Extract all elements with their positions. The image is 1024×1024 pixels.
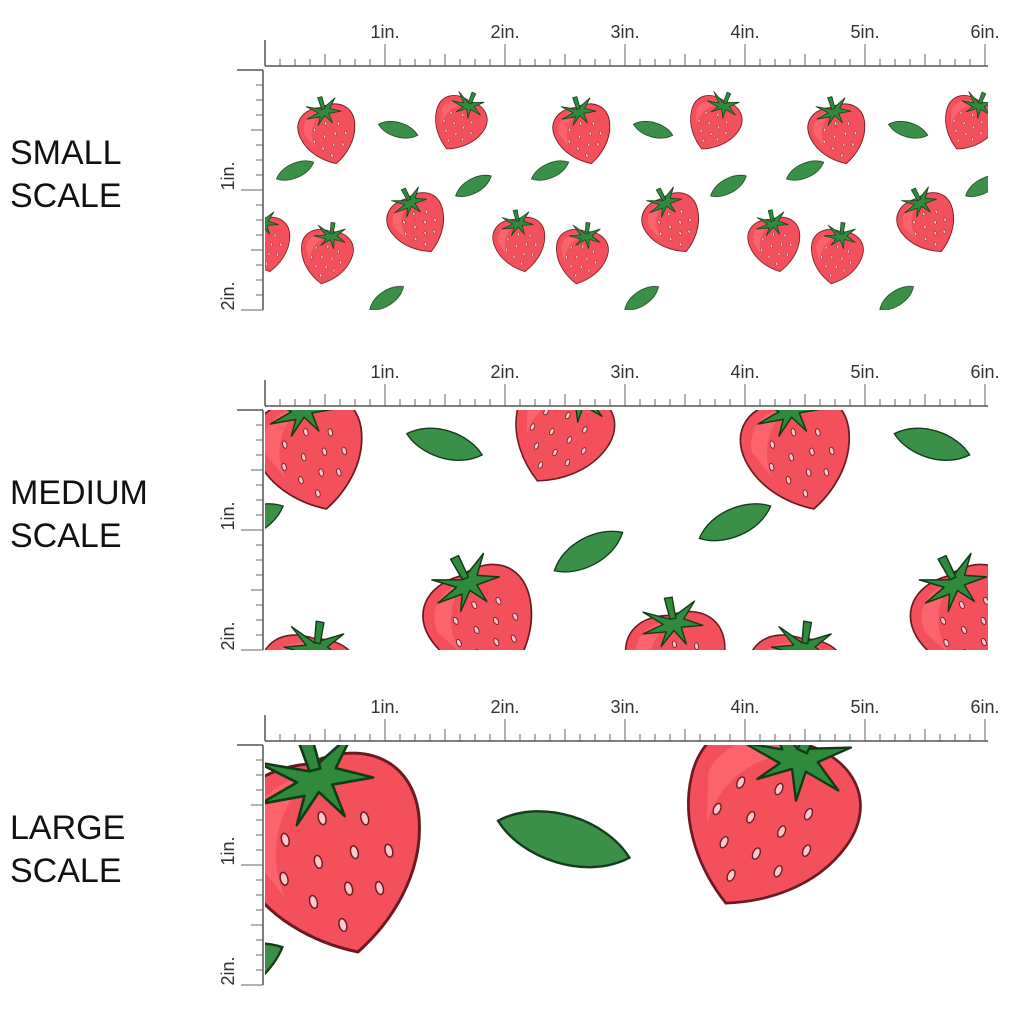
- scale-panel: LARGE SCALE 1in. 2in. 3in. 4in. 5in. 6in. 1in. 2i…: [10, 697, 1000, 986]
- ruler-label: 5in.: [850, 697, 879, 717]
- ruler-label: 6in.: [970, 697, 999, 717]
- ruler-label: 4in.: [730, 22, 759, 42]
- ruler-label: 2in.: [218, 621, 238, 650]
- scale-label: SCALE: [10, 852, 122, 890]
- ruler-label: 3in.: [610, 697, 639, 717]
- ruler-label: 5in.: [850, 362, 879, 382]
- scale-label: SMALL: [10, 134, 122, 172]
- fabric-swatch: [265, 745, 988, 985]
- ruler-label: 2in.: [218, 956, 238, 985]
- ruler-label: 1in.: [218, 836, 238, 865]
- ruler-label: 1in.: [218, 501, 238, 530]
- ruler-label: 4in.: [730, 362, 759, 382]
- ruler-label: 2in.: [218, 281, 238, 310]
- scale-label: SCALE: [10, 177, 122, 215]
- ruler-label: 2in.: [490, 22, 519, 42]
- fabric-swatch: [265, 410, 988, 650]
- ruler-label: 1in.: [218, 161, 238, 190]
- ruler-label: 6in.: [970, 22, 999, 42]
- ruler-label: 1in.: [370, 22, 399, 42]
- ruler-label: 3in.: [610, 362, 639, 382]
- ruler-label: 2in.: [490, 362, 519, 382]
- ruler-label: 5in.: [850, 22, 879, 42]
- ruler-label: 1in.: [370, 362, 399, 382]
- ruler-label: 1in.: [370, 697, 399, 717]
- ruler-label: 6in.: [970, 362, 999, 382]
- scale-label: MEDIUM: [10, 474, 148, 512]
- scale-label: SCALE: [10, 517, 122, 555]
- scale-label: LARGE: [10, 809, 125, 847]
- fabric-swatch: [265, 70, 988, 310]
- ruler-label: 2in.: [490, 697, 519, 717]
- ruler-label: 4in.: [730, 697, 759, 717]
- scale-panel: SMALL SCALE 1in. 2in. 3in. 4in. 5in. 6in. 1in. 2i…: [10, 22, 1000, 311]
- scale-panel: MEDIUM SCALE 1in. 2in. 3in. 4in. 5in. 6in. 1in. 2…: [10, 362, 1000, 651]
- ruler-label: 3in.: [610, 22, 639, 42]
